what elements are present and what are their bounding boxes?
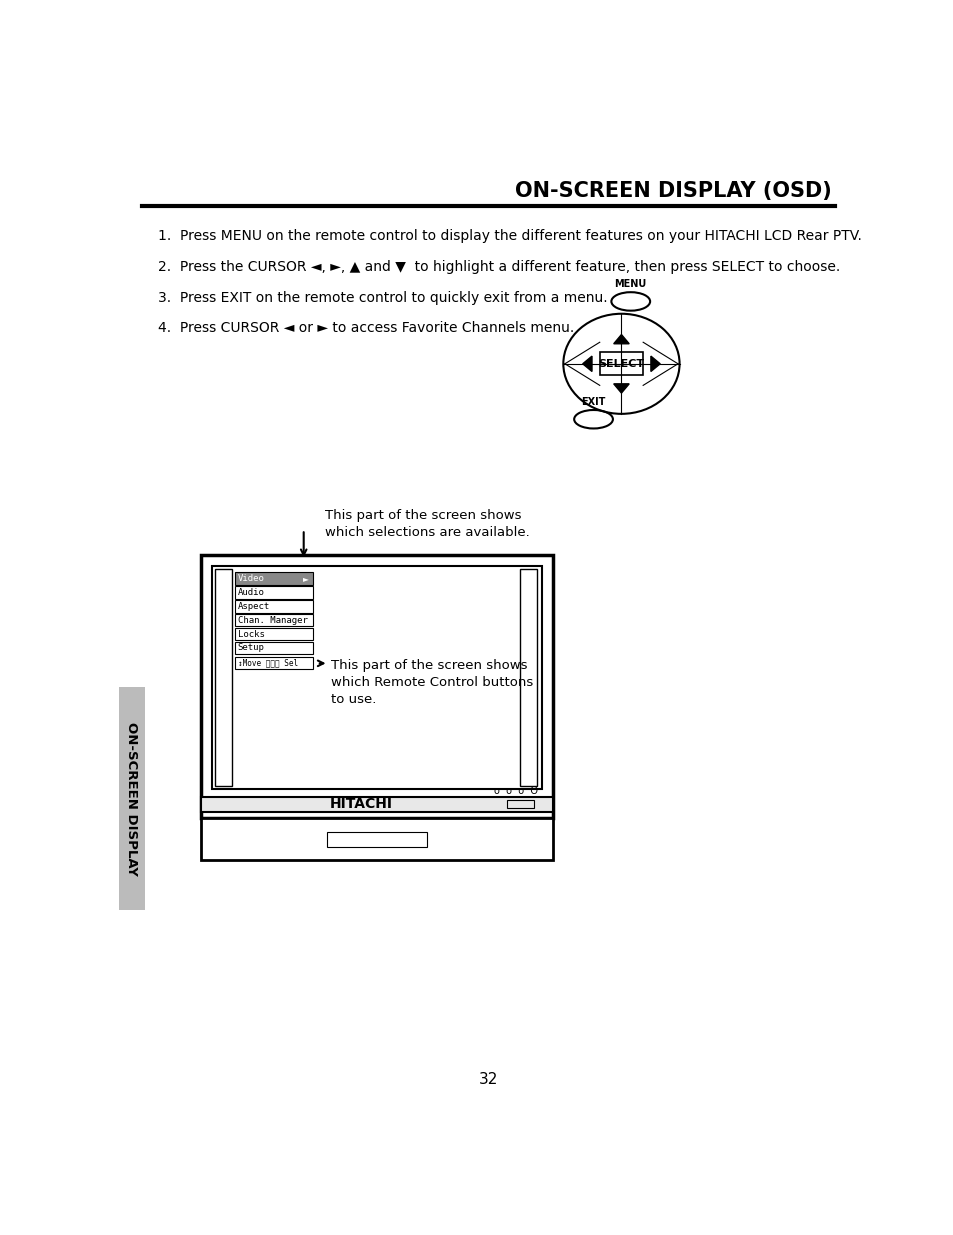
Text: Video: Video xyxy=(237,574,264,583)
Text: ON-SCREEN DISPLAY: ON-SCREEN DISPLAY xyxy=(125,722,138,876)
Polygon shape xyxy=(613,335,629,343)
Text: 1.  Press MENU on the remote control to display the different features on your H: 1. Press MENU on the remote control to d… xyxy=(158,228,861,243)
Bar xyxy=(506,800,534,808)
Polygon shape xyxy=(582,356,592,372)
Polygon shape xyxy=(650,356,659,372)
Text: ►: ► xyxy=(303,574,309,583)
Bar xyxy=(519,569,537,785)
Text: Locks: Locks xyxy=(237,630,264,638)
Bar xyxy=(200,818,553,861)
Text: 2.  Press the CURSOR ◄, ►, ▲ and ▼  to highlight a different feature, then press: 2. Press the CURSOR ◄, ►, ▲ and ▼ to hig… xyxy=(158,259,840,274)
Polygon shape xyxy=(613,384,629,393)
Text: This part of the screen shows
which selections are available.: This part of the screen shows which sele… xyxy=(324,509,529,538)
Bar xyxy=(212,567,541,789)
Text: MENU: MENU xyxy=(614,279,646,289)
Bar xyxy=(235,587,313,599)
Text: Aspect: Aspect xyxy=(237,601,270,611)
Bar xyxy=(235,573,313,585)
Text: EXIT: EXIT xyxy=(580,396,605,406)
Text: This part of the screen shows
which Remote Control buttons
to use.: This part of the screen shows which Remo… xyxy=(331,659,533,706)
Bar xyxy=(119,687,145,910)
Bar xyxy=(235,614,313,626)
Bar xyxy=(235,600,313,613)
Bar xyxy=(235,657,313,669)
Bar xyxy=(599,352,642,375)
Bar xyxy=(200,797,553,811)
Text: Setup: Setup xyxy=(237,643,264,652)
Text: ON-SCREEN DISPLAY (OSD): ON-SCREEN DISPLAY (OSD) xyxy=(515,180,831,200)
Text: SELECT: SELECT xyxy=(598,359,644,369)
Text: o  o  o  O: o o o O xyxy=(494,787,537,797)
Bar xyxy=(235,627,313,640)
Ellipse shape xyxy=(562,314,679,414)
Text: 3.  Press EXIT on the remote control to quickly exit from a menu.: 3. Press EXIT on the remote control to q… xyxy=(158,290,607,305)
Text: Audio: Audio xyxy=(237,588,264,597)
Text: Chan. Manager: Chan. Manager xyxy=(237,616,308,625)
Text: 32: 32 xyxy=(478,1072,498,1087)
Text: ↕Move ⓈⓈⓈ Sel: ↕Move ⓈⓈⓈ Sel xyxy=(237,658,297,668)
Bar xyxy=(200,555,553,818)
Bar xyxy=(326,831,427,847)
Text: 4.  Press CURSOR ◄ or ► to access Favorite Channels menu.: 4. Press CURSOR ◄ or ► to access Favorit… xyxy=(158,321,574,336)
Bar xyxy=(215,569,233,785)
Bar xyxy=(235,642,313,655)
Text: HITACHI: HITACHI xyxy=(330,798,393,811)
